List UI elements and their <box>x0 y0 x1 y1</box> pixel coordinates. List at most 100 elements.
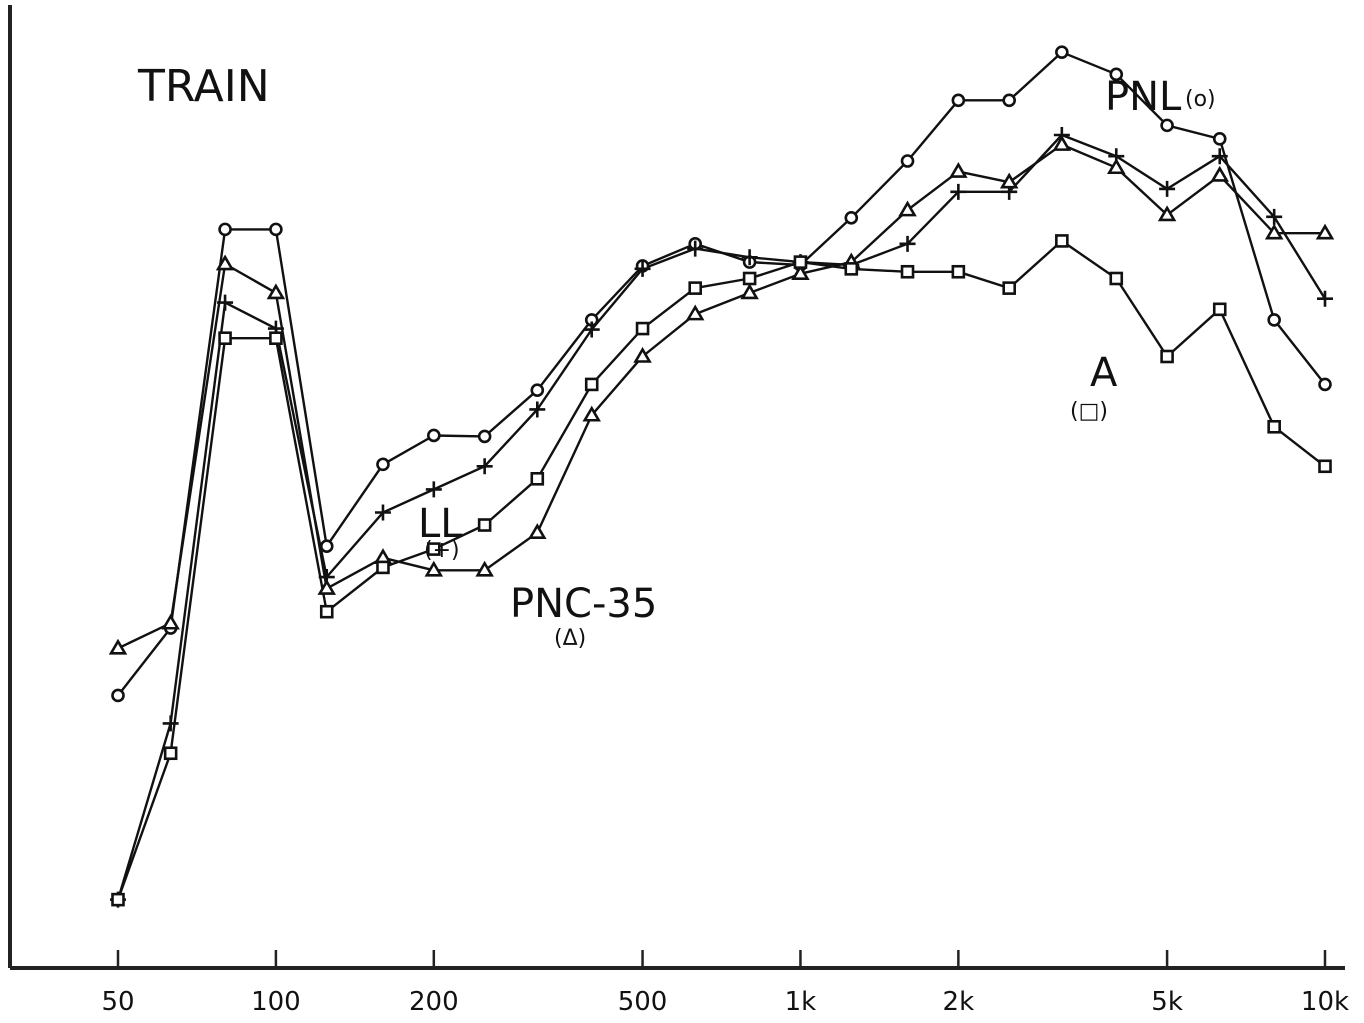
point-ll-22 <box>1266 208 1283 225</box>
x-tick-label-2: 200 <box>409 987 459 1017</box>
point-pnc-35-11 <box>685 304 705 321</box>
point-a-16 <box>951 264 966 279</box>
point-pnc-35-13 <box>791 264 810 280</box>
point-ll-5 <box>374 504 391 521</box>
point-ll-20 <box>1159 180 1176 197</box>
point-a-4 <box>319 604 334 619</box>
point-a-17 <box>1002 281 1016 295</box>
point-pnl-3 <box>269 222 283 237</box>
point-a-2 <box>218 331 232 345</box>
point-ll-10 <box>634 260 651 277</box>
point-pnl-15 <box>900 154 915 168</box>
point-pnl-17 <box>1002 93 1016 108</box>
point-a-1 <box>163 746 178 761</box>
point-pnc-35-23 <box>1315 223 1335 240</box>
point-pnl-5 <box>376 457 390 472</box>
point-ll-8 <box>529 401 546 418</box>
point-a-5 <box>376 560 390 575</box>
point-a-3 <box>269 331 283 345</box>
x-tick-label-3: 500 <box>618 987 668 1017</box>
point-a-19 <box>1109 271 1124 286</box>
series-label-pnl: PNL <box>1105 74 1182 120</box>
series-label-ll: LL <box>418 501 463 547</box>
point-pnl-16 <box>951 93 966 108</box>
series-label-pnc35: PNC-35 <box>510 581 657 627</box>
point-pnc-35-12 <box>740 283 759 300</box>
point-a-15 <box>900 264 915 279</box>
x-tick-label-1: 100 <box>251 987 301 1017</box>
point-a-6 <box>427 542 441 556</box>
point-pnl-7 <box>477 429 492 444</box>
point-pnc-35-0 <box>108 638 128 655</box>
point-ll-16 <box>950 183 967 200</box>
point-pnc-35-9 <box>582 405 601 422</box>
point-pnc-35-18 <box>1052 135 1072 151</box>
x-tick-label-0: 50 <box>101 987 134 1017</box>
series-sublabel-pnl: (o) <box>1185 87 1216 112</box>
point-pnc-35-4 <box>317 578 337 595</box>
point-a-11 <box>688 281 702 295</box>
point-pnc-35-8 <box>528 523 547 540</box>
point-pnc-35-17 <box>999 172 1019 189</box>
point-ll-2 <box>217 294 234 311</box>
point-pnc-35-21 <box>1210 165 1230 182</box>
point-ll-21 <box>1211 148 1228 165</box>
series-markers <box>108 45 1335 908</box>
x-axis-ticks: 50 100 200 500 1k 2k 5k 10k <box>101 950 1349 1017</box>
point-pnl-2 <box>218 222 232 237</box>
point-a-8 <box>530 471 545 486</box>
series-line-ll <box>116 133 1327 900</box>
point-pnc-35-2 <box>215 254 235 271</box>
point-ll-23 <box>1317 290 1333 307</box>
x-tick-label-4: 1k <box>785 987 817 1017</box>
series-sublabel-ll: (+) <box>424 538 460 563</box>
point-pnc-35-3 <box>266 283 286 300</box>
point-pnc-35-15 <box>898 200 917 217</box>
series-line-pnl <box>117 51 1326 697</box>
point-ll-1 <box>162 715 179 732</box>
point-a-21 <box>1212 302 1227 317</box>
series-line-a <box>116 239 1326 901</box>
series-sublabel-a: (□) <box>1070 399 1108 424</box>
point-pnl-0 <box>111 688 125 703</box>
point-ll-15 <box>899 235 916 252</box>
point-pnl-19 <box>1109 67 1124 82</box>
point-ll-9 <box>583 321 600 338</box>
point-a-13 <box>793 255 808 269</box>
point-pnc-35-1 <box>161 613 180 630</box>
point-a-10 <box>635 321 650 336</box>
point-pnc-35-20 <box>1157 205 1177 222</box>
point-ll-7 <box>476 458 493 475</box>
series-line-pnc-35 <box>117 143 1325 650</box>
point-a-23 <box>1318 459 1332 474</box>
point-pnl-14 <box>844 211 859 225</box>
point-pnc-35-10 <box>633 346 652 363</box>
point-ll-11 <box>687 240 704 257</box>
series-sublabel-pnc35: (Δ) <box>554 626 586 651</box>
point-pnc-35-6 <box>424 560 444 577</box>
x-tick-label-6: 5k <box>1151 987 1183 1017</box>
chart-title: TRAIN <box>137 61 270 112</box>
x-tick-label-5: 2k <box>943 987 975 1017</box>
point-pnc-35-22 <box>1264 223 1284 240</box>
point-pnl-22 <box>1267 313 1281 327</box>
point-a-14 <box>844 262 859 276</box>
point-pnc-35-7 <box>475 560 494 577</box>
point-ll-6 <box>425 481 442 498</box>
point-pnl-8 <box>530 383 545 398</box>
point-a-7 <box>477 518 492 532</box>
point-ll-12 <box>741 249 758 266</box>
point-pnl-21 <box>1212 132 1227 146</box>
point-pnl-6 <box>427 428 441 443</box>
point-pnl-4 <box>319 539 334 554</box>
point-a-22 <box>1267 419 1281 434</box>
point-pnl-20 <box>1160 118 1174 133</box>
series-label-a: A <box>1090 350 1118 396</box>
point-pnl-18 <box>1055 45 1069 59</box>
point-pnl-23 <box>1318 377 1332 392</box>
series-lines <box>116 51 1327 901</box>
point-pnc-35-16 <box>949 162 968 178</box>
x-tick-label-7: 10k <box>1301 987 1349 1017</box>
point-a-20 <box>1160 349 1174 364</box>
